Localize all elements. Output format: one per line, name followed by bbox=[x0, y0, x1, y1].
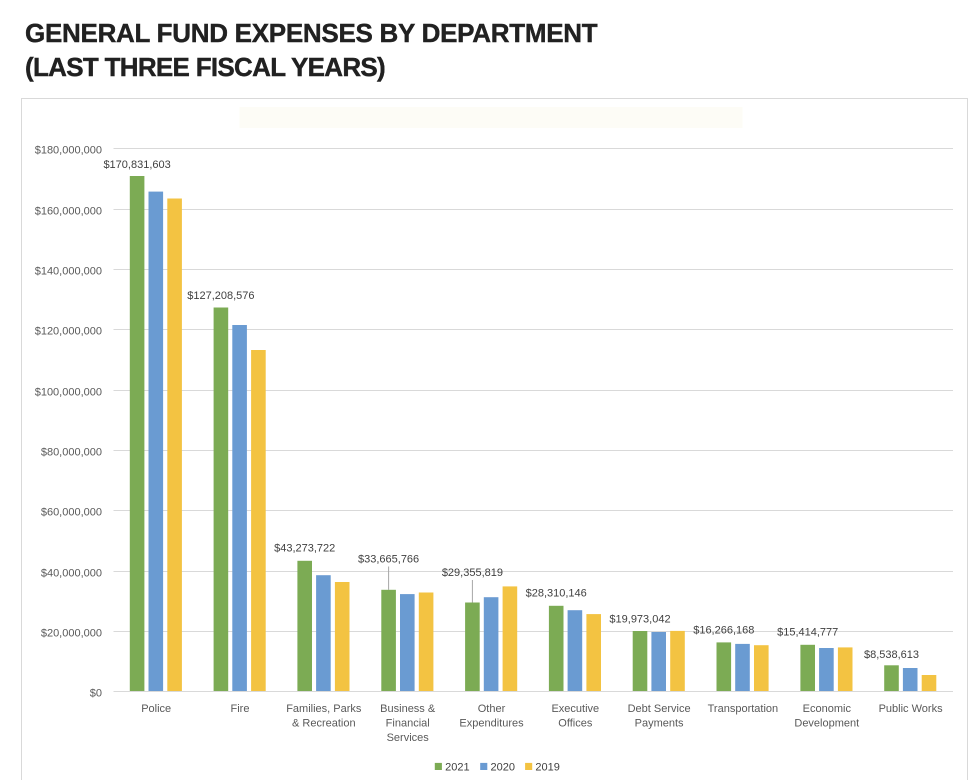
svg-text:2020: 2020 bbox=[491, 762, 515, 774]
svg-text:Transportation: Transportation bbox=[708, 703, 779, 715]
svg-text:$28,310,146: $28,310,146 bbox=[526, 588, 587, 600]
svg-text:$15,414,777: $15,414,777 bbox=[777, 627, 838, 639]
svg-text:Payments: Payments bbox=[635, 718, 684, 730]
svg-text:2019: 2019 bbox=[535, 762, 559, 774]
svg-text:$33,665,766: $33,665,766 bbox=[358, 553, 419, 565]
svg-text:$16,266,168: $16,266,168 bbox=[693, 625, 754, 637]
svg-text:$0: $0 bbox=[90, 688, 102, 700]
svg-text:2021: 2021 bbox=[445, 762, 469, 774]
svg-text:$180,000,000: $180,000,000 bbox=[35, 145, 102, 157]
svg-text:Expenditures: Expenditures bbox=[459, 718, 524, 730]
svg-text:Debt Service: Debt Service bbox=[628, 703, 691, 715]
svg-text:& Recreation: & Recreation bbox=[292, 718, 356, 730]
svg-text:$40,000,000: $40,000,000 bbox=[41, 568, 102, 580]
svg-text:$8,538,613: $8,538,613 bbox=[864, 649, 919, 661]
svg-text:$160,000,000: $160,000,000 bbox=[35, 206, 102, 218]
svg-text:Development: Development bbox=[794, 718, 859, 730]
svg-text:Fire: Fire bbox=[231, 703, 250, 715]
svg-text:$29,355,819: $29,355,819 bbox=[442, 567, 503, 579]
svg-text:Families, Parks: Families, Parks bbox=[286, 703, 362, 715]
svg-text:Other: Other bbox=[478, 703, 506, 715]
svg-text:$127,208,576: $127,208,576 bbox=[187, 290, 254, 302]
svg-text:Executive: Executive bbox=[551, 703, 599, 715]
svg-text:$170,831,603: $170,831,603 bbox=[103, 159, 170, 171]
svg-text:$80,000,000: $80,000,000 bbox=[41, 447, 102, 459]
svg-text:Economic: Economic bbox=[803, 703, 852, 715]
svg-text:$60,000,000: $60,000,000 bbox=[41, 507, 102, 519]
svg-text:Police: Police bbox=[141, 703, 171, 715]
svg-text:$19,973,042: $19,973,042 bbox=[609, 614, 670, 626]
svg-text:Offices: Offices bbox=[558, 718, 593, 730]
svg-text:$43,273,722: $43,273,722 bbox=[274, 543, 335, 555]
svg-text:Business &: Business & bbox=[380, 703, 436, 715]
svg-text:$100,000,000: $100,000,000 bbox=[35, 387, 102, 399]
svg-text:$140,000,000: $140,000,000 bbox=[35, 266, 102, 278]
svg-text:$120,000,000: $120,000,000 bbox=[35, 326, 102, 338]
svg-text:$20,000,000: $20,000,000 bbox=[41, 628, 102, 640]
svg-text:Public Works: Public Works bbox=[879, 703, 943, 715]
svg-text:Services: Services bbox=[387, 732, 430, 744]
svg-text:Financial: Financial bbox=[386, 718, 430, 730]
